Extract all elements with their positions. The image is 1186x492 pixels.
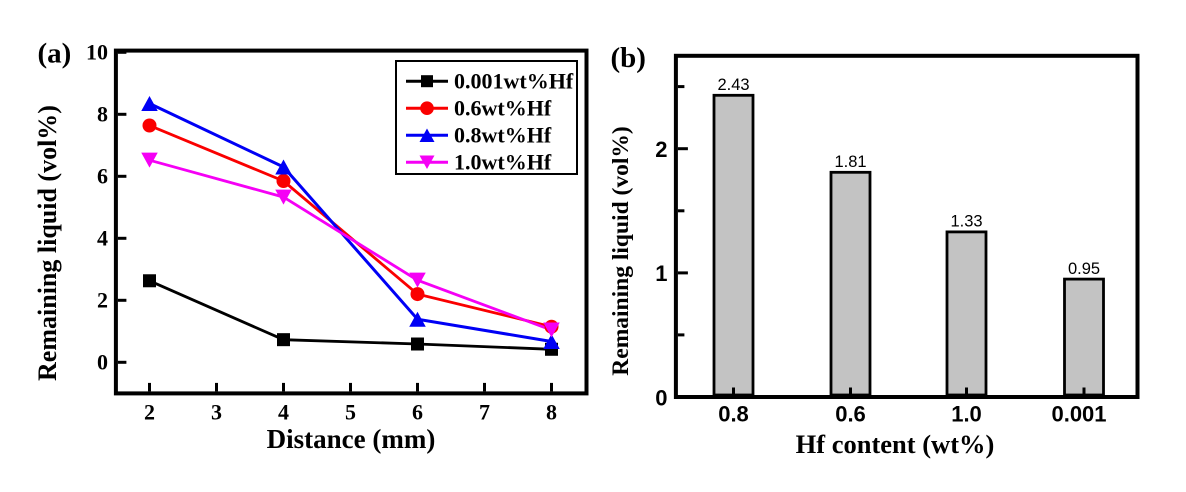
svg-text:6: 6 <box>97 163 108 188</box>
svg-text:6: 6 <box>412 399 423 424</box>
svg-text:2.43: 2.43 <box>717 76 749 94</box>
svg-text:0.001: 0.001 <box>1051 401 1106 426</box>
svg-text:3: 3 <box>211 399 222 424</box>
svg-text:4: 4 <box>278 399 289 424</box>
svg-text:1.81: 1.81 <box>834 153 866 171</box>
svg-text:5: 5 <box>345 399 356 424</box>
svg-text:1.0wt%Hf: 1.0wt%Hf <box>454 150 552 175</box>
svg-text:0.8: 0.8 <box>718 401 749 426</box>
svg-text:10: 10 <box>86 39 108 64</box>
svg-text:8: 8 <box>97 101 108 126</box>
svg-text:0: 0 <box>97 349 108 374</box>
svg-text:2: 2 <box>144 399 155 424</box>
svg-text:Remaining liquid (vol%): Remaining liquid (vol%) <box>33 105 62 381</box>
svg-text:(b): (b) <box>611 42 646 74</box>
svg-text:1.0: 1.0 <box>951 401 982 426</box>
svg-text:4: 4 <box>97 225 108 250</box>
svg-text:2: 2 <box>655 137 667 162</box>
svg-text:0: 0 <box>655 385 667 410</box>
svg-text:0.8wt%Hf: 0.8wt%Hf <box>454 123 552 148</box>
svg-text:8: 8 <box>546 399 557 424</box>
svg-text:1: 1 <box>655 261 667 286</box>
svg-text:0.6wt%Hf: 0.6wt%Hf <box>454 96 552 121</box>
svg-text:0.95: 0.95 <box>1068 260 1100 278</box>
svg-text:Remaining liquid (vol%): Remaining liquid (vol%) <box>608 126 634 375</box>
svg-text:(a): (a) <box>38 38 72 70</box>
svg-text:Hf content (wt%): Hf content (wt%) <box>796 429 995 459</box>
svg-text:Distance (mm): Distance (mm) <box>267 424 436 454</box>
svg-text:2: 2 <box>97 287 108 312</box>
svg-text:0.6: 0.6 <box>835 401 866 426</box>
svg-text:1.33: 1.33 <box>950 213 982 231</box>
svg-text:7: 7 <box>479 399 490 424</box>
svg-text:0.001wt%Hf: 0.001wt%Hf <box>454 69 574 94</box>
